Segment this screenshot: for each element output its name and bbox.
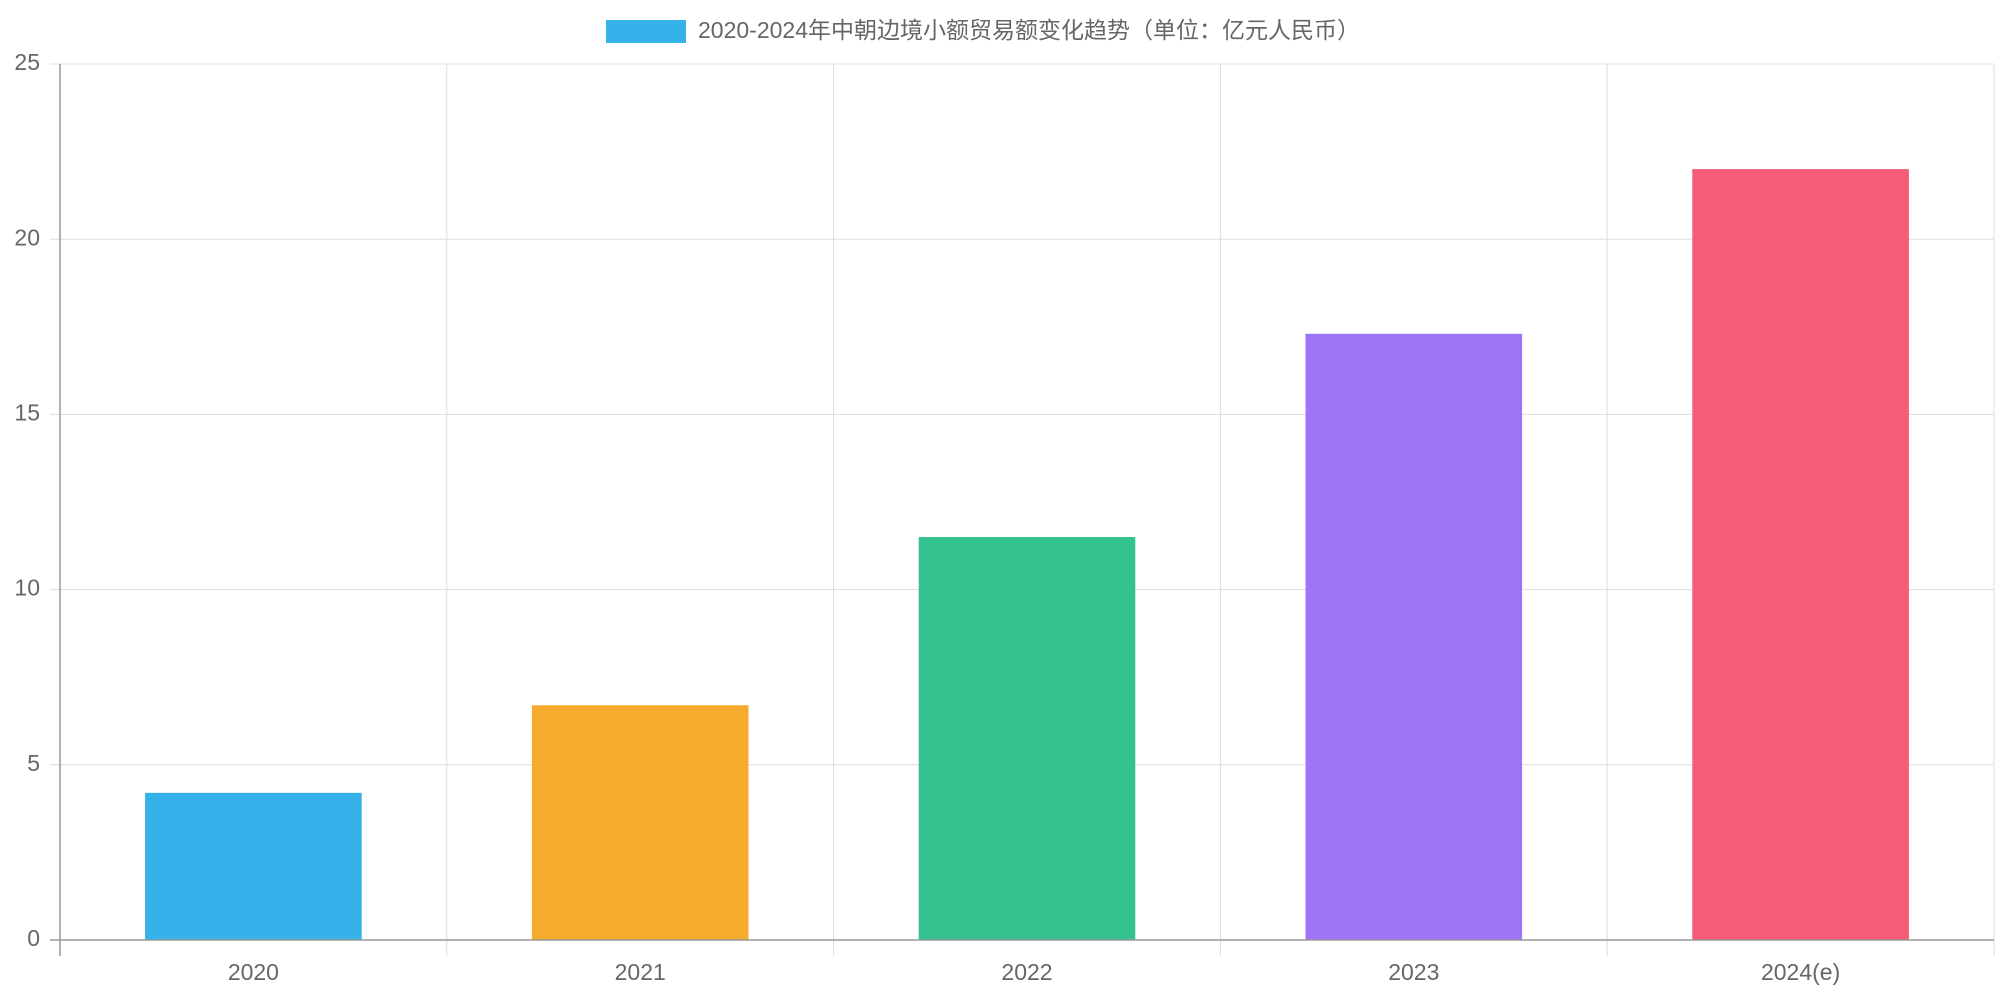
- y-tick-label: 25: [14, 49, 40, 75]
- bar: [145, 792, 362, 940]
- y-tick-label: 5: [27, 750, 40, 776]
- bar: [918, 537, 1136, 940]
- y-tick-label: 10: [14, 575, 40, 601]
- legend-swatch: [606, 20, 686, 43]
- x-tick-label: 2022: [1001, 959, 1052, 985]
- bar: [531, 705, 749, 940]
- y-tick-label: 0: [27, 925, 40, 951]
- x-tick-label: 2021: [615, 959, 666, 985]
- bar: [1305, 333, 1523, 941]
- y-tick-label: 15: [14, 399, 40, 425]
- x-tick-label: 2023: [1388, 959, 1439, 985]
- x-tick-label: 2020: [228, 959, 279, 985]
- x-tick-label: 2024(e): [1761, 959, 1840, 985]
- bar: [1692, 169, 1909, 940]
- legend-label: 2020-2024年中朝边境小额贸易额变化趋势（单位：亿元人民币）: [698, 17, 1360, 43]
- y-tick-label: 20: [14, 224, 40, 250]
